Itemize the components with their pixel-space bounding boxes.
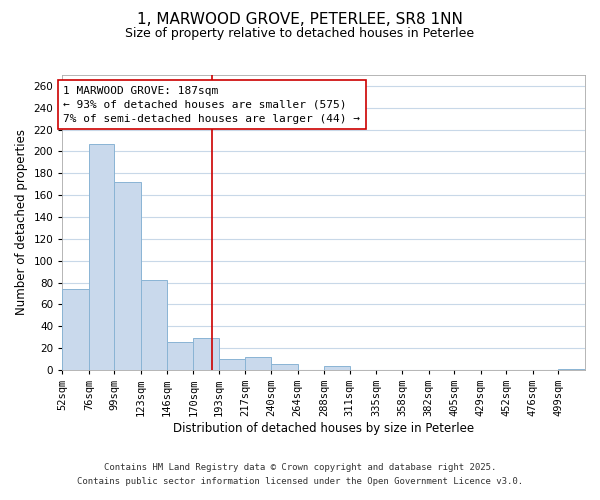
Bar [115, 182, 141, 370]
Bar [89, 144, 115, 370]
Y-axis label: Number of detached properties: Number of detached properties [15, 130, 28, 316]
Text: 1 MARWOOD GROVE: 187sqm
← 93% of detached houses are smaller (575)
7% of semi-de: 1 MARWOOD GROVE: 187sqm ← 93% of detache… [64, 86, 361, 124]
Bar [324, 366, 350, 370]
Text: Contains HM Land Registry data © Crown copyright and database right 2025.: Contains HM Land Registry data © Crown c… [104, 464, 496, 472]
Bar [245, 357, 271, 370]
Text: Contains public sector information licensed under the Open Government Licence v3: Contains public sector information licen… [77, 478, 523, 486]
Bar [219, 359, 245, 370]
Bar [559, 369, 585, 370]
Text: Size of property relative to detached houses in Peterlee: Size of property relative to detached ho… [125, 28, 475, 40]
Bar [193, 338, 219, 370]
Text: 1, MARWOOD GROVE, PETERLEE, SR8 1NN: 1, MARWOOD GROVE, PETERLEE, SR8 1NN [137, 12, 463, 28]
Bar [271, 364, 298, 370]
X-axis label: Distribution of detached houses by size in Peterlee: Distribution of detached houses by size … [173, 422, 474, 435]
Bar [141, 280, 167, 370]
Bar [62, 289, 89, 370]
Bar [167, 342, 193, 370]
